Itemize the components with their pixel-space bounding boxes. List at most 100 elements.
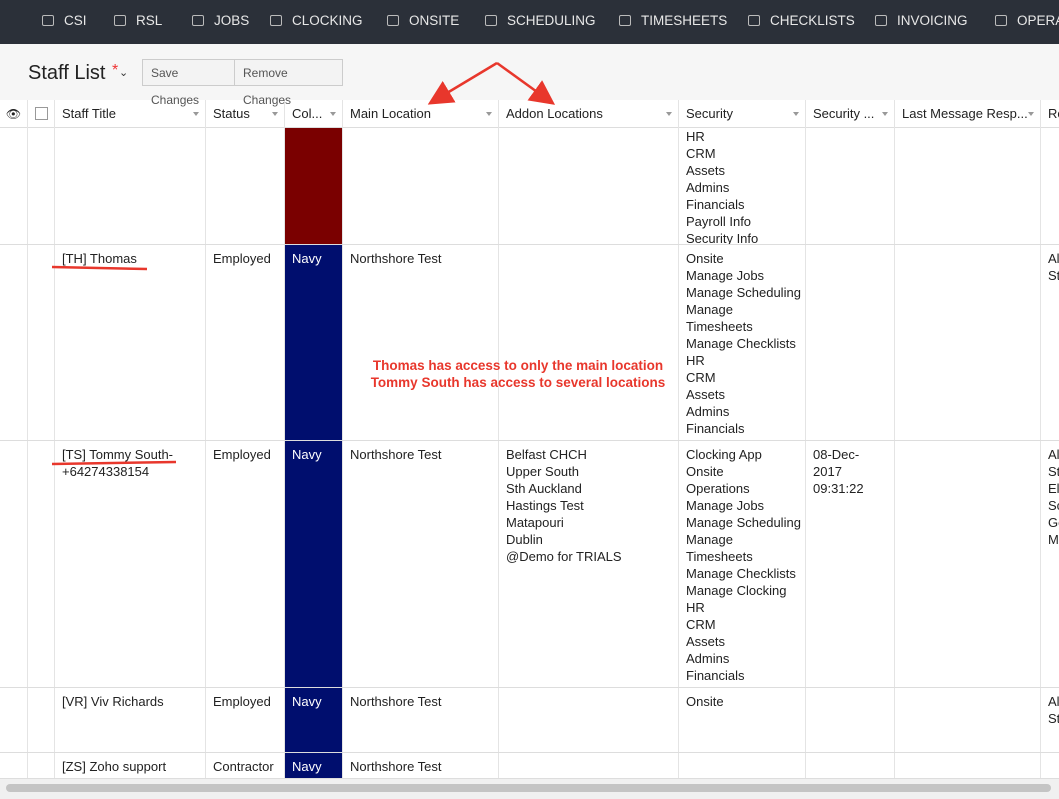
column-header[interactable]: Addon Locations xyxy=(499,100,679,128)
cell-line: Manage Clocking xyxy=(686,582,787,598)
cell-line: Financials xyxy=(686,420,745,436)
cell-line: Belfast CHCH xyxy=(506,446,587,462)
column-header[interactable]: Staff Title xyxy=(55,100,206,128)
cell-line: Admins xyxy=(686,650,730,666)
cell-line: Manage Checklists xyxy=(686,335,796,351)
cell-line: Al xyxy=(1048,446,1059,462)
table-cell: Onsite Manage Jobs Manage Scheduling Manage… xyxy=(679,245,806,440)
color-label: Navy xyxy=(292,693,322,709)
table-cell xyxy=(806,128,895,244)
table-row[interactable]: [ZS] Zoho support Contractor Navy Northshor… xyxy=(0,753,1059,778)
column-header[interactable]: Last Message Resp... xyxy=(895,100,1041,128)
nav-item[interactable]: SCHEDULING xyxy=(485,0,596,44)
table-row[interactable]: HR CRM Assets Admins Financials Payroll Info S… xyxy=(0,128,1059,245)
cell-line: Financials xyxy=(686,667,745,683)
table-cell: Employed xyxy=(206,245,285,440)
nav-item[interactable]: ONSITE xyxy=(387,0,459,44)
row-cell xyxy=(28,688,55,752)
button[interactable]: Save Changes xyxy=(142,59,235,107)
table-cell: Onsite xyxy=(679,688,806,752)
color-label: Navy xyxy=(292,446,322,462)
table-cell xyxy=(806,688,895,752)
column-header[interactable]: Col... xyxy=(285,100,343,128)
table-cell xyxy=(499,128,679,244)
cell-line: St xyxy=(1048,267,1059,283)
nav-item[interactable]: INVOICING xyxy=(875,0,968,44)
row-cell xyxy=(0,688,28,752)
color-label: Navy xyxy=(292,758,322,774)
row-cell xyxy=(0,245,28,440)
select-all-checkbox[interactable] xyxy=(28,100,55,128)
cell-line: Operations xyxy=(686,480,750,496)
nav-label: OPERA xyxy=(1017,13,1059,28)
visibility-icon[interactable]: 👁 xyxy=(0,100,28,128)
table-cell: Employed xyxy=(206,441,285,687)
nav-label: SCHEDULING xyxy=(507,13,596,28)
cell-line: Manage xyxy=(686,531,733,547)
table-cell xyxy=(206,128,285,244)
cell-line: Al xyxy=(1048,250,1059,266)
column-header[interactable]: Security xyxy=(679,100,806,128)
cell-line: Manage xyxy=(686,301,733,317)
nav-item[interactable]: RSL xyxy=(114,0,162,44)
button[interactable]: Remove Changes xyxy=(234,59,343,107)
table-cell xyxy=(55,128,206,244)
table-cell: [TH] Thomas xyxy=(55,245,206,440)
table-cell xyxy=(679,753,806,778)
table-cell: [ZS] Zoho support xyxy=(55,753,206,778)
cell-line: Assets xyxy=(686,633,726,649)
table-cell xyxy=(895,128,1041,244)
column-header[interactable]: Status xyxy=(206,100,285,128)
table-cell: 08-Dec- 2017 09:31:22 xyxy=(806,441,895,687)
cell-line: Timesheets xyxy=(686,548,753,564)
nav-label: CSI xyxy=(64,13,87,28)
cell-line: Onsite xyxy=(686,250,724,266)
cell-line: Sc xyxy=(1048,497,1059,513)
table-cell: Northshore Test xyxy=(343,688,499,752)
cell-line: Admins xyxy=(686,180,730,195)
table-cell xyxy=(499,753,679,778)
cell-line: Hastings Test xyxy=(506,497,584,513)
table-row[interactable]: [TS] Tommy South- +64274338154 Employed Nav… xyxy=(0,441,1059,688)
cell-line: Financials xyxy=(686,197,745,212)
column-header[interactable]: Main Location xyxy=(343,100,499,128)
cell-line: Al xyxy=(1048,693,1059,709)
nav-item[interactable]: CSI xyxy=(42,0,87,44)
nav-label: ONSITE xyxy=(409,13,460,28)
table-cell: Northshore Test xyxy=(343,245,499,440)
scrollbar[interactable] xyxy=(0,778,1059,799)
cell-line: [TH] Thomas xyxy=(62,250,137,266)
title-dropdown[interactable]: ⌄ xyxy=(119,67,129,79)
cell-line: M xyxy=(1048,531,1059,547)
nav-item[interactable]: OPERA xyxy=(995,0,1059,44)
table-row[interactable]: [TH] Thomas Employed Navy Northshore Test On… xyxy=(0,245,1059,441)
cell-line: Onsite xyxy=(686,693,724,709)
cell-line: Manage Jobs xyxy=(686,267,765,283)
nav-item[interactable]: JOBS xyxy=(192,0,249,44)
nav-item[interactable]: CLOCKING xyxy=(270,0,363,44)
cell-text: Employed xyxy=(213,446,271,462)
nav-item[interactable]: CHECKLISTS xyxy=(748,0,855,44)
cell-text: Northshore Test xyxy=(350,758,442,774)
color-label: Navy xyxy=(292,250,322,266)
column-header[interactable]: Security ... xyxy=(806,100,895,128)
cell-line: [VR] Viv Richards xyxy=(62,693,164,709)
table-cell: AlSt xyxy=(1041,688,1059,752)
cell-text: Northshore Test xyxy=(350,693,442,709)
column-header[interactable]: Ro xyxy=(1041,100,1059,128)
cell-line: Assets xyxy=(686,386,726,402)
cell-line: [ZS] Zoho support xyxy=(62,758,167,774)
cell-line: Manage Checklists xyxy=(686,565,796,581)
color-cell: Navy xyxy=(285,688,343,752)
table-cell xyxy=(895,688,1041,752)
table-row[interactable]: [VR] Viv Richards Employed Navy Northshore … xyxy=(0,688,1059,753)
nav-item[interactable]: TIMESHEETS xyxy=(619,0,727,44)
table-cell: Northshore Test xyxy=(343,753,499,778)
nav-label: RSL xyxy=(136,13,163,28)
cell-text: Contractor xyxy=(213,758,274,774)
cell-line: [TS] Tommy South- xyxy=(62,446,174,462)
cell-text: Employed xyxy=(213,250,271,266)
row-cell xyxy=(28,753,55,778)
